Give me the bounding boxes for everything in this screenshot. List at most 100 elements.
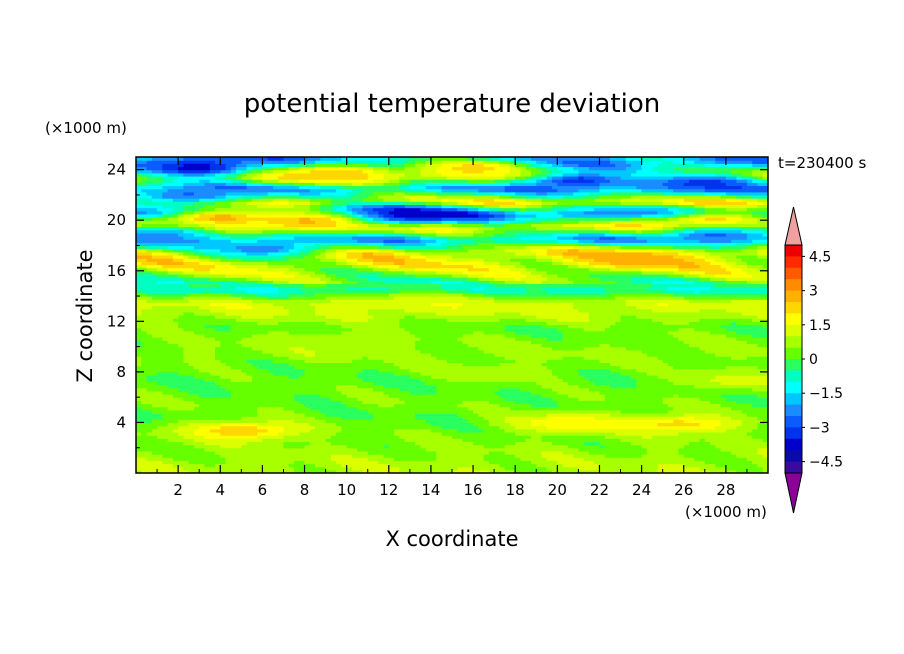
heatmap-cell: [567, 406, 574, 411]
heatmap-cell: [436, 441, 443, 446]
heatmap-cell: [699, 356, 706, 360]
heatmap-cell: [262, 428, 269, 433]
heatmap-cell: [399, 352, 406, 357]
heatmap-cell: [188, 390, 195, 395]
heatmap-cell: [441, 384, 448, 389]
heatmap-cell: [715, 368, 722, 373]
heatmap-cell: [151, 469, 158, 473]
heatmap-cell: [151, 422, 158, 427]
heatmap-cell: [346, 450, 353, 455]
heatmap-cell: [283, 422, 290, 427]
heatmap-cell: [515, 441, 522, 446]
heatmap-cell: [294, 387, 300, 392]
heatmap-cell: [320, 381, 327, 386]
heatmap-cell: [525, 362, 532, 367]
heatmap-cell: [209, 362, 216, 367]
heatmap-cell: [552, 390, 558, 395]
heatmap-cell: [636, 387, 643, 392]
heatmap-cell: [315, 375, 321, 379]
heatmap-cell: [678, 444, 685, 449]
heatmap-cell: [141, 463, 148, 468]
heatmap-cell: [478, 368, 485, 373]
heatmap-cell: [388, 454, 395, 458]
heatmap-cell: [762, 365, 768, 370]
heatmap-cell: [536, 431, 543, 436]
heatmap-cell: [678, 406, 685, 411]
heatmap-cell: [588, 409, 595, 414]
heatmap-cell: [441, 394, 448, 398]
heatmap-cell: [667, 403, 674, 408]
heatmap-cell: [199, 362, 206, 367]
heatmap-cell: [315, 441, 321, 446]
heatmap-cell: [657, 447, 664, 452]
heatmap-cell: [531, 343, 537, 348]
heatmap-cell: [367, 403, 374, 408]
heatmap-cell: [694, 438, 701, 442]
heatmap-cell: [641, 428, 648, 433]
heatmap-cell: [499, 419, 506, 424]
heatmap-cell: [283, 463, 290, 468]
heatmap-cell: [373, 412, 379, 417]
heatmap-cell: [430, 447, 437, 452]
heatmap-cell: [573, 419, 579, 424]
heatmap-cell: [320, 431, 327, 436]
heatmap-cell: [725, 469, 732, 473]
heatmap-cell: [257, 352, 263, 357]
heatmap-cell: [457, 356, 464, 360]
heatmap-cell: [762, 419, 768, 424]
heatmap-cell: [262, 384, 269, 389]
heatmap-cell: [746, 349, 753, 354]
heatmap-cell: [615, 384, 622, 389]
heatmap-cell: [383, 441, 390, 446]
heatmap-cell: [467, 362, 474, 367]
heatmap-cell: [446, 378, 453, 382]
heatmap-cell: [357, 403, 364, 408]
heatmap-cell: [499, 428, 506, 433]
heatmap-cell: [309, 409, 316, 414]
heatmap-cell: [699, 371, 706, 376]
heatmap-cell: [220, 359, 227, 363]
heatmap-cell: [504, 444, 511, 449]
heatmap-cell: [278, 466, 285, 471]
heatmap-cell: [594, 375, 601, 379]
heatmap-cell: [146, 457, 153, 461]
heatmap-cell: [499, 356, 506, 360]
heatmap-cell: [220, 444, 227, 449]
heatmap-cell: [631, 447, 637, 452]
heatmap-cell: [394, 466, 400, 471]
heatmap-cell: [257, 409, 263, 414]
heatmap-cell: [515, 368, 522, 373]
heatmap-cell: [294, 447, 300, 452]
heatmap-cell: [662, 356, 669, 360]
heatmap-cell: [151, 450, 158, 455]
heatmap-cell: [409, 457, 416, 461]
heatmap-cell: [499, 343, 506, 348]
heatmap-cell: [715, 412, 722, 417]
heatmap-cell: [225, 343, 232, 348]
heatmap-cell: [683, 428, 690, 433]
heatmap-cell: [394, 412, 400, 417]
heatmap-cell: [215, 406, 221, 411]
heatmap-cell: [488, 381, 495, 386]
heatmap-cell: [257, 371, 263, 376]
heatmap-cell: [288, 469, 295, 473]
heatmap-cell: [741, 400, 748, 405]
heatmap-cell: [378, 403, 385, 408]
heatmap-cell: [525, 340, 532, 345]
heatmap-cell: [667, 387, 674, 392]
heatmap-cell: [641, 409, 648, 414]
heatmap-cell: [257, 422, 263, 427]
heatmap-cell: [531, 400, 537, 405]
heatmap-cell: [583, 406, 590, 411]
heatmap-cell: [251, 422, 258, 427]
heatmap-cell: [715, 384, 722, 389]
heatmap-cell: [367, 438, 374, 442]
heatmap-cell: [341, 441, 348, 446]
heatmap-cell: [478, 460, 485, 465]
heatmap-cell: [557, 362, 564, 367]
heatmap-cell: [294, 378, 300, 382]
heatmap-cell: [362, 469, 369, 473]
heatmap-cell: [599, 447, 606, 452]
heatmap-cell: [473, 454, 479, 458]
heatmap-cell: [188, 435, 195, 439]
